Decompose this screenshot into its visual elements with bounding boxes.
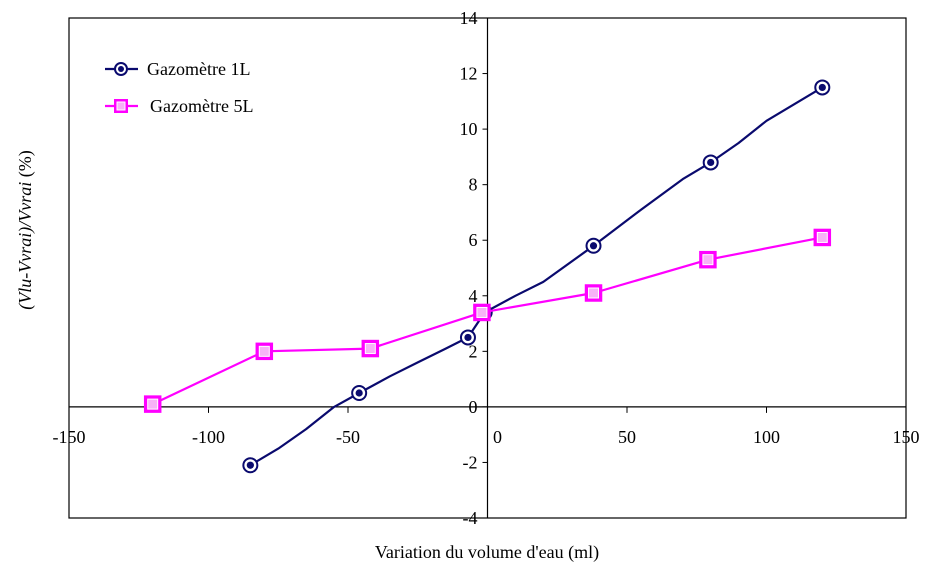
data-point-marker-center xyxy=(818,83,826,92)
x-tick-label: 0 xyxy=(493,427,502,447)
data-point-marker-center xyxy=(707,158,715,167)
x-tick-label: -50 xyxy=(336,427,360,447)
x-tick-label: 150 xyxy=(893,427,920,447)
series-line-1 xyxy=(249,86,823,467)
legend-label-1: Gazomètre 1L xyxy=(147,59,250,79)
axes: -150 -100 -50 0 50 100 150 -4 -2 0 2 4 6 8 10 12 14 xyxy=(53,8,920,528)
x-tick-label: -100 xyxy=(192,427,225,447)
data-point-marker-center xyxy=(816,231,828,243)
data-point-marker-center xyxy=(246,461,254,469)
x-tick-label: 100 xyxy=(753,427,780,447)
data-point-marker-center xyxy=(464,333,472,342)
y-tick-label: -2 xyxy=(463,452,478,472)
y-tick-label: 2 xyxy=(469,341,478,361)
y-tick-label: 12 xyxy=(460,64,478,84)
y-tick-label: 8 xyxy=(469,175,478,195)
legend-label-2: Gazomètre 5L xyxy=(150,96,253,116)
legend-marker-center-1 xyxy=(118,66,124,72)
data-point-marker-center xyxy=(364,343,376,355)
data-point-marker-center xyxy=(147,398,159,410)
y-tick-label: 4 xyxy=(469,286,478,306)
legend-marker-center-2 xyxy=(116,101,126,111)
y-tick-label: -4 xyxy=(463,508,478,528)
data-point-marker-center xyxy=(355,389,363,397)
y-tick-label: 10 xyxy=(460,119,478,139)
y-axis-title: (Vlu-Vvrai)/Vvrai (%) xyxy=(15,150,36,309)
y-tick-label: 6 xyxy=(469,230,478,250)
y-tick-label: 0 xyxy=(469,397,478,417)
series-layer xyxy=(143,79,832,474)
data-point-marker-center xyxy=(589,242,598,250)
y-axis-title-unit: (%) xyxy=(15,150,36,181)
data-point-marker-center xyxy=(702,254,714,266)
y-axis-title-italic: (Vlu-Vvrai)/Vvrai xyxy=(15,182,36,310)
x-tick-label: -150 xyxy=(53,427,86,447)
y-tick-label: 14 xyxy=(460,8,478,28)
x-tick-label: 50 xyxy=(618,427,636,447)
legend: Gazomètre 1L Gazomètre 5L xyxy=(105,59,253,116)
x-axis-title: Variation du volume d'eau (ml) xyxy=(375,542,599,563)
data-point-marker-center xyxy=(258,345,270,357)
data-point-marker-center xyxy=(588,287,600,299)
data-point-marker-center xyxy=(476,306,488,318)
